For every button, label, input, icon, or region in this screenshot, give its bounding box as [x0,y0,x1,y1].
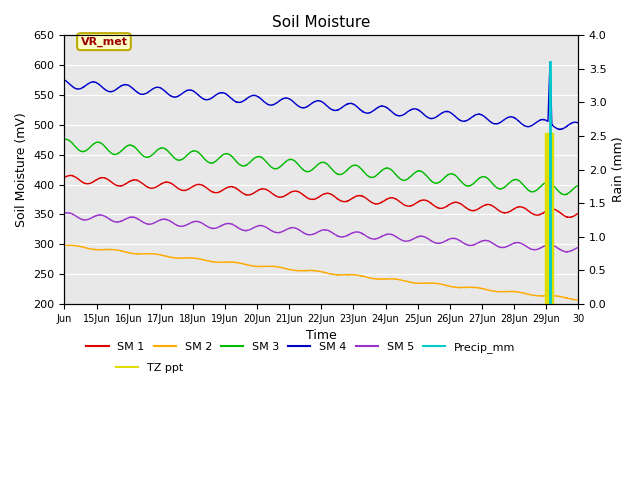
Text: VR_met: VR_met [81,36,127,47]
Title: Soil Moisture: Soil Moisture [272,15,371,30]
Legend: TZ ppt: TZ ppt [111,359,188,378]
X-axis label: Time: Time [306,329,337,342]
Y-axis label: Soil Moisture (mV): Soil Moisture (mV) [15,112,28,227]
Y-axis label: Rain (mm): Rain (mm) [612,137,625,203]
